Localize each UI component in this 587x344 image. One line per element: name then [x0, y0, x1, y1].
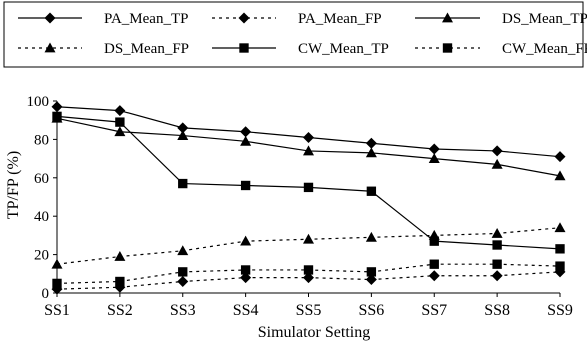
data-point — [177, 122, 189, 134]
series-line — [56, 227, 561, 265]
legend-marker — [238, 12, 250, 24]
legend-item: CW_Mean_TP — [212, 41, 389, 57]
data-point — [491, 227, 503, 238]
x-tick-label: SS5 — [296, 302, 322, 319]
y-tick-label: 80 — [34, 132, 49, 148]
legend-label: CW_Mean_FP — [502, 41, 587, 57]
x-tick-label: SS4 — [233, 302, 259, 319]
legend-label: DS_Mean_FP — [104, 41, 189, 57]
data-point — [240, 272, 252, 284]
data-point — [365, 274, 377, 286]
data-point — [365, 147, 377, 158]
x-tick-label: SS3 — [170, 302, 196, 319]
legend-item: CW_Mean_FP — [415, 41, 587, 57]
series-cw-mean-fp — [52, 259, 565, 289]
data-point — [114, 105, 126, 117]
data-point — [491, 270, 503, 282]
data-point — [51, 101, 63, 113]
x-tick-label: SS7 — [421, 302, 447, 319]
data-point — [492, 259, 502, 269]
series-ds-mean-fp — [51, 222, 566, 269]
data-point — [303, 272, 314, 284]
y-axis-label: TP/FP (%) — [5, 151, 22, 219]
legend-marker — [442, 12, 453, 23]
data-point — [303, 131, 314, 143]
data-point — [429, 236, 439, 246]
x-tick-label: SS9 — [547, 302, 573, 319]
data-point — [177, 245, 189, 256]
data-point — [303, 233, 314, 244]
legend-label: CW_Mean_TP — [298, 41, 389, 57]
legend-item: PA_Mean_FP — [212, 11, 382, 27]
legend-item: PA_Mean_TP — [18, 11, 188, 27]
data-point — [365, 137, 377, 149]
data-point — [303, 265, 314, 275]
data-point — [115, 117, 125, 127]
data-point — [240, 126, 252, 138]
data-point — [554, 151, 566, 163]
y-tick-label: 20 — [34, 248, 49, 264]
data-point — [492, 240, 502, 250]
data-point — [428, 270, 440, 282]
data-point — [555, 261, 565, 271]
series-ds-mean-tp — [51, 112, 566, 181]
legend-box — [3, 1, 584, 68]
data-point — [240, 135, 252, 146]
data-point — [51, 258, 63, 269]
data-point — [177, 130, 189, 140]
y-tick-label: 100 — [27, 94, 50, 110]
series-group — [51, 101, 566, 295]
data-point — [240, 265, 251, 275]
x-tick-label: SS6 — [358, 302, 384, 319]
x-tick-label: SS8 — [484, 302, 510, 319]
y-tick-label: 60 — [34, 171, 49, 187]
series-cw-mean-tp — [52, 111, 565, 254]
data-point — [491, 158, 503, 169]
data-point — [303, 145, 314, 156]
axes: 0 20 40 60 80 100 SS1 SS2 SS3 SS4 SS5 SS6 SS7 SS8 SS9 — [27, 94, 573, 319]
data-point — [115, 276, 125, 287]
data-point — [240, 180, 251, 191]
data-point — [114, 251, 126, 261]
x-axis-label: Simulator Setting — [258, 324, 370, 341]
data-point — [554, 222, 566, 233]
data-point — [366, 267, 377, 277]
data-point — [365, 231, 377, 242]
legend-marker — [44, 42, 56, 53]
data-point — [366, 186, 377, 196]
data-point — [555, 244, 565, 254]
data-point — [178, 267, 188, 277]
y-tick-label: 0 — [42, 286, 50, 302]
legend-marker — [442, 43, 453, 53]
data-point — [178, 178, 188, 189]
series-pa-mean-tp — [51, 101, 566, 163]
data-point — [114, 126, 126, 137]
legend-label: DS_Mean_TP — [502, 11, 587, 27]
data-point — [428, 153, 440, 163]
y-tick-label: 40 — [34, 209, 49, 225]
legend-item: DS_Mean_FP — [18, 41, 189, 57]
legend-marker — [239, 43, 249, 53]
data-point — [303, 182, 314, 193]
data-point — [554, 170, 566, 181]
legend-item: DS_Mean_TP — [415, 11, 587, 27]
data-point — [52, 278, 62, 289]
data-point — [52, 111, 62, 122]
legend-marker — [44, 12, 56, 24]
data-point — [428, 143, 440, 155]
legend-label: PA_Mean_FP — [298, 11, 382, 27]
legend: PA_Mean_TP PA_Mean_FP DS_Mean_TP DS_Mean_FP… — [3, 1, 587, 68]
legend-label: PA_Mean_TP — [104, 11, 188, 27]
x-tick-label: SS1 — [44, 302, 70, 319]
data-point — [429, 259, 439, 269]
data-point — [177, 275, 189, 287]
data-point — [240, 235, 252, 246]
x-tick-label: SS2 — [107, 302, 133, 319]
data-point — [491, 145, 503, 157]
